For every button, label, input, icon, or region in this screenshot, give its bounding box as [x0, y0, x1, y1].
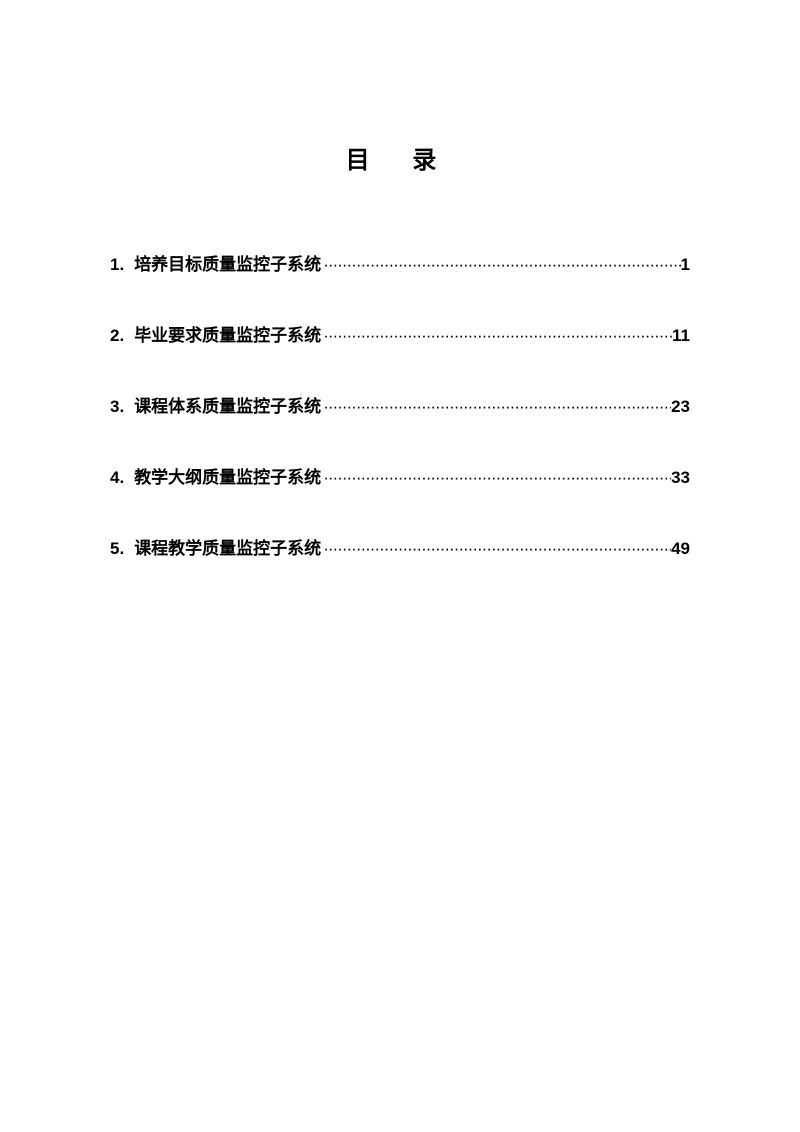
toc-entry-page: 11: [672, 326, 690, 346]
toc-entry: 2. 毕业要求质量监控子系统 11: [110, 321, 690, 346]
toc-entry-number: 1.: [110, 255, 124, 275]
toc-entry-leader: [321, 326, 672, 346]
toc-entry-page: 33: [671, 468, 690, 488]
toc-entry-page: 49: [671, 539, 690, 559]
toc-entry-leader: [321, 397, 671, 417]
toc-entry: 3. 课程体系质量监控子系统 23: [110, 392, 690, 417]
toc-entry-number: 5.: [110, 539, 124, 559]
toc-entry: 4. 教学大纲质量监控子系统 33: [110, 463, 690, 488]
toc-title: 目 录: [110, 140, 690, 175]
toc-entry-leader: [321, 468, 671, 488]
toc-list: 1. 培养目标质量监控子系统 1 2. 毕业要求质量监控子系统 11 3. 课程…: [110, 250, 690, 559]
toc-entry-page: 1: [681, 255, 690, 275]
toc-entry-label: 毕业要求质量监控子系统: [134, 321, 321, 346]
toc-entry-page: 23: [671, 397, 690, 417]
toc-entry-number: 3.: [110, 397, 124, 417]
toc-entry-label: 教学大纲质量监控子系统: [134, 463, 321, 488]
toc-entry-label: 培养目标质量监控子系统: [134, 250, 321, 275]
toc-entry-leader: [321, 255, 680, 275]
toc-entry-number: 2.: [110, 326, 124, 346]
toc-entry: 5. 课程教学质量监控子系统 49: [110, 534, 690, 559]
toc-entry-leader: [321, 539, 671, 559]
toc-entry-label: 课程教学质量监控子系统: [134, 534, 321, 559]
toc-entry-number: 4.: [110, 468, 124, 488]
page-container: 目 录 1. 培养目标质量监控子系统 1 2. 毕业要求质量监控子系统 11 3…: [0, 0, 800, 559]
toc-entry: 1. 培养目标质量监控子系统 1: [110, 250, 690, 275]
toc-entry-label: 课程体系质量监控子系统: [134, 392, 321, 417]
